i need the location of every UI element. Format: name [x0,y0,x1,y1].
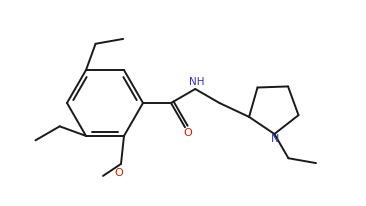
Text: N: N [271,134,280,144]
Text: O: O [115,168,123,178]
Text: O: O [184,128,193,138]
Text: NH: NH [190,77,205,87]
